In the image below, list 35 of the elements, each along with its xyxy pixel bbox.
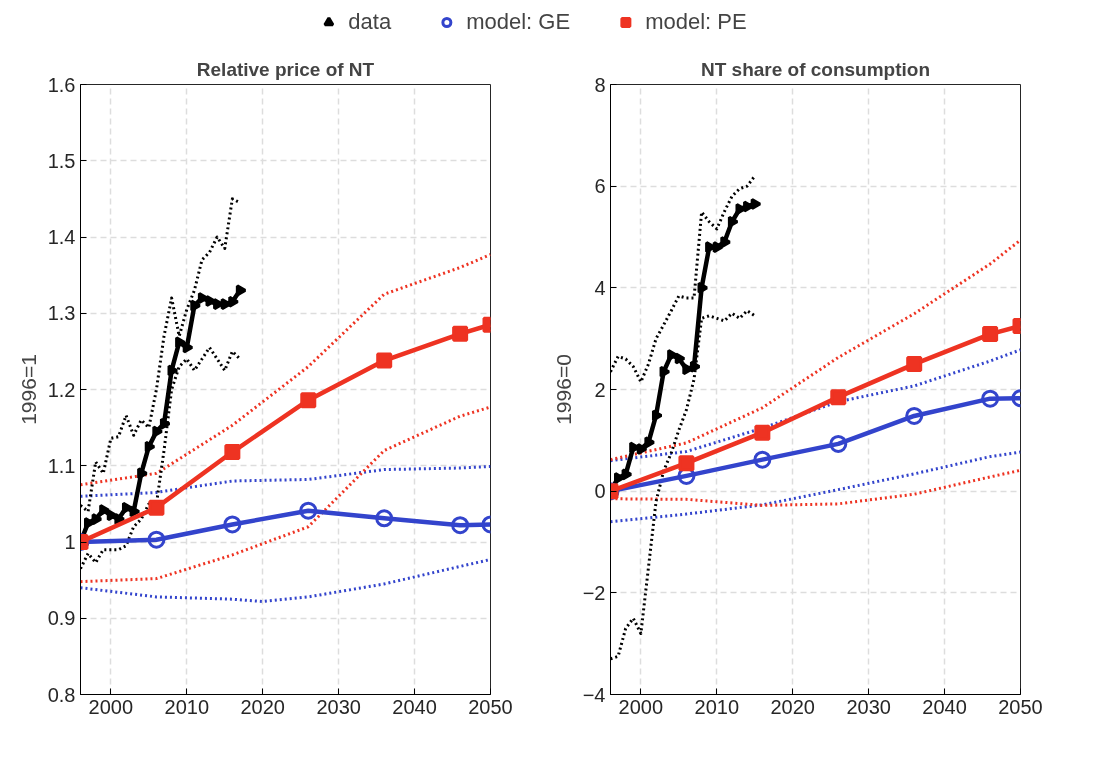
y-tick-label: 2	[594, 378, 606, 401]
x-tick-label: 2000	[618, 695, 664, 718]
y-tick-label: 1.3	[47, 302, 76, 325]
x-tick-label: 2040	[922, 695, 967, 718]
y-tick-label: 4	[594, 276, 606, 299]
y-tick-label: 6	[594, 175, 606, 198]
legend-label: data	[348, 9, 392, 35]
x-tick-label: 2020	[240, 695, 285, 718]
y-tick-label: 1.5	[47, 149, 76, 172]
chart-title: Relative price of NT	[196, 58, 375, 80]
y-axis-title: 1996=0	[551, 354, 575, 425]
y-tick-label: 0.9	[47, 607, 76, 630]
x-tick-label: 2010	[164, 695, 210, 718]
x-tick-label: 2050	[468, 695, 513, 718]
x-tick-label: 2030	[846, 695, 891, 718]
x-tick-label: 2050	[998, 695, 1043, 718]
y-tick-label: 1.4	[47, 226, 76, 248]
y-tick-label: −4	[582, 683, 606, 706]
y-tick-label: 1.6	[47, 73, 76, 96]
y-tick-label: 1.1	[47, 454, 76, 477]
x-tick-label: 2020	[770, 695, 815, 718]
y-tick-label: −2	[582, 581, 606, 604]
x-tick-label: 2000	[88, 695, 134, 718]
legend-label: model: PE	[645, 9, 747, 35]
y-tick-label: 0.8	[47, 683, 76, 706]
y-tick-label: 1	[64, 531, 76, 553]
x-tick-label: 2030	[316, 695, 361, 718]
chart-title: NT share of consumption	[700, 58, 931, 80]
y-tick-label: 1.2	[47, 378, 76, 401]
legend-label: model: GE	[466, 9, 571, 35]
y-axis-title: 1996=1	[16, 354, 40, 425]
x-tick-label: 2010	[694, 695, 740, 718]
x-tick-label: 2040	[392, 695, 437, 718]
y-tick-label: 8	[594, 73, 606, 96]
y-tick-label: 0	[594, 480, 606, 503]
